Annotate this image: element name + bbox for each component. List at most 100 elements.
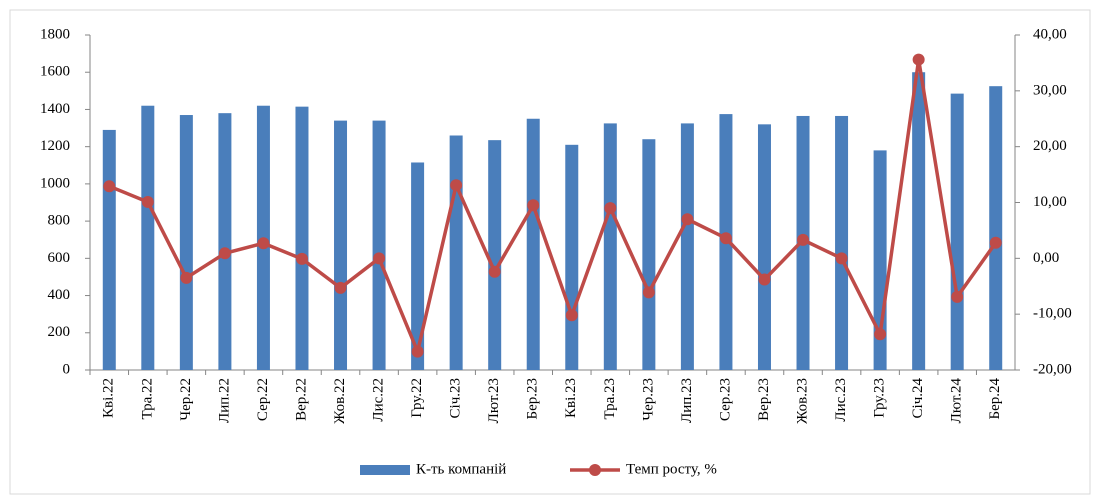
x-tick-group: Вер.22: [293, 378, 309, 421]
x-tick-group: Лип.22: [216, 378, 232, 423]
x-tick-group: Вер.23: [756, 378, 772, 421]
y2-tick-label: 30,00: [1033, 82, 1067, 98]
bar: [372, 120, 386, 370]
line-marker: [257, 237, 270, 250]
x-tick-label: Гру.22: [409, 378, 425, 418]
x-tick-label: Лис.23: [833, 378, 849, 422]
bar: [218, 113, 232, 371]
y-tick-label: 400: [48, 287, 71, 303]
x-tick-label: Бер.24: [987, 378, 1003, 420]
line-marker: [719, 232, 732, 245]
x-tick-label: Жов.23: [794, 378, 810, 424]
line-marker: [527, 199, 540, 212]
y-tick-label: 1000: [40, 175, 70, 191]
x-tick-group: Січ.24: [910, 378, 926, 419]
y-tick-label: 1600: [40, 64, 70, 80]
y2-tick-label: 0,00: [1033, 250, 1059, 266]
x-tick-group: Бер.24: [987, 378, 1003, 420]
line-marker: [912, 53, 925, 66]
line-marker: [373, 252, 386, 265]
x-tick-group: Лис.22: [371, 378, 387, 422]
x-tick-label: Лис.22: [371, 378, 387, 422]
y-tick-label: 200: [48, 324, 71, 340]
line-marker: [141, 195, 154, 208]
x-tick-label: Тра.22: [139, 378, 155, 420]
line-marker: [797, 233, 810, 246]
x-tick-group: Кві.23: [563, 378, 579, 418]
x-tick-group: Лют.24: [949, 378, 965, 424]
x-tick-label: Гру.23: [872, 378, 888, 418]
bar: [526, 118, 540, 370]
x-tick-label: Чер.22: [178, 378, 194, 421]
y2-tick-label: -10,00: [1033, 306, 1072, 322]
x-tick-label: Вер.22: [293, 378, 309, 421]
x-tick-group: Чер.23: [640, 378, 656, 421]
x-tick-label: Чер.23: [640, 378, 656, 421]
x-tick-group: Жов.22: [332, 378, 348, 424]
x-tick-group: Гру.22: [409, 378, 425, 418]
x-tick-label: Січ.23: [448, 378, 464, 418]
line-marker: [681, 213, 694, 226]
x-tick-group: Бер.23: [525, 378, 541, 420]
line-marker: [874, 328, 887, 341]
x-tick-label: Жов.22: [332, 378, 348, 424]
legend-marker: [589, 464, 601, 476]
line-marker: [180, 271, 193, 284]
y-tick-label: 1800: [40, 26, 70, 42]
legend-label: Темп росту, %: [626, 461, 717, 477]
y-tick-label: 1400: [40, 101, 70, 117]
line-marker: [989, 236, 1002, 249]
x-tick-label: Кві.22: [101, 378, 117, 418]
bar: [334, 120, 348, 370]
x-tick-label: Лют.24: [949, 378, 965, 424]
line-marker: [411, 345, 424, 358]
bar: [757, 124, 771, 370]
line-marker: [218, 247, 231, 260]
x-tick-label: Сер.23: [717, 378, 733, 421]
y-tick-label: 1200: [40, 138, 70, 154]
y2-tick-label: 20,00: [1033, 138, 1067, 154]
x-tick-label: Лип.22: [216, 378, 232, 423]
bar: [449, 135, 463, 370]
x-tick-label: Сер.22: [255, 378, 271, 421]
bar: [680, 123, 694, 371]
x-tick-group: Чер.22: [178, 378, 194, 421]
line-marker: [565, 309, 578, 322]
line-marker: [295, 252, 308, 265]
y-tick-label: 600: [48, 250, 71, 266]
y2-tick-label: 40,00: [1033, 26, 1067, 42]
line-marker: [758, 273, 771, 286]
x-tick-group: Гру.23: [872, 378, 888, 418]
bar: [179, 115, 193, 371]
bar: [565, 144, 579, 370]
x-tick-group: Тра.22: [139, 378, 155, 420]
x-tick-group: Тра.23: [602, 378, 618, 420]
y-tick-label: 800: [48, 213, 71, 229]
bar: [141, 105, 155, 370]
x-tick-group: Сер.23: [717, 378, 733, 421]
x-tick-label: Кві.23: [563, 378, 579, 418]
x-tick-group: Лют.23: [486, 378, 502, 423]
bar: [989, 86, 1003, 371]
bar: [603, 123, 617, 371]
legend-label: К-ть компаній: [416, 461, 506, 477]
line: [108, 59, 998, 358]
x-tick-label: Тра.23: [602, 378, 618, 420]
x-tick-label: Лют.23: [486, 378, 502, 423]
y2-tick-label: 10,00: [1033, 194, 1067, 210]
bar: [642, 139, 656, 370]
bar: [102, 129, 116, 370]
line-marker: [488, 265, 501, 278]
y-tick-label: 0: [63, 361, 71, 377]
x-tick-group: Кві.22: [101, 378, 117, 418]
bar: [488, 140, 502, 370]
bar: [295, 106, 309, 371]
x-tick-label: Лип.23: [679, 378, 695, 423]
line-marker: [450, 179, 463, 192]
x-tick-label: Вер.23: [756, 378, 772, 421]
line-marker: [642, 286, 655, 299]
x-tick-group: Січ.23: [448, 378, 464, 418]
bar: [950, 93, 964, 370]
line-marker: [835, 252, 848, 265]
x-tick-group: Жов.23: [794, 378, 810, 424]
